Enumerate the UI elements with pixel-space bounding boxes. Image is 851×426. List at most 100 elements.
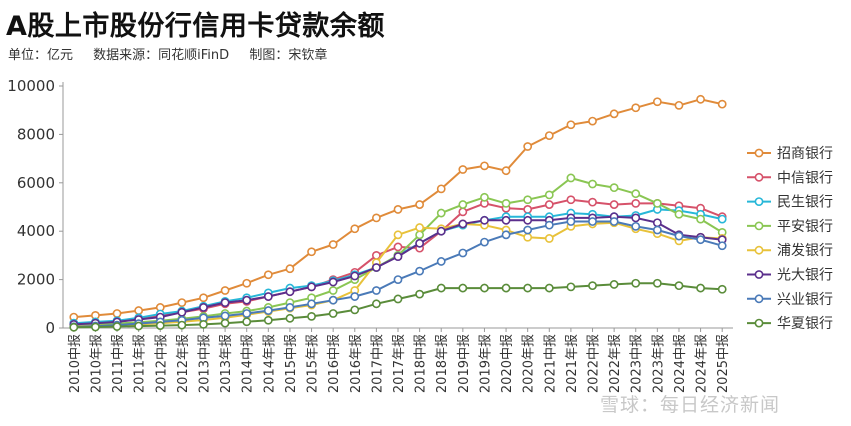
data-point: [307, 311, 316, 321]
data-point: [717, 241, 727, 251]
legend-item-7: 华夏银行: [747, 316, 833, 332]
data-point: [112, 309, 122, 318]
data-point: [436, 226, 446, 236]
legend-swatch-marker: [754, 294, 764, 304]
data-point: [350, 292, 360, 301]
x-tick-label-10: 2015中报: [284, 334, 299, 393]
x-tick-label-15: 2017年报: [392, 334, 407, 393]
data-point: [350, 305, 360, 315]
data-point: [566, 120, 576, 130]
data-point: [415, 266, 425, 276]
x-tick-label-8: 2014中报: [241, 334, 256, 393]
legend-label-6: 兴业银行: [777, 292, 833, 308]
data-point: [285, 264, 295, 274]
data-point: [436, 208, 446, 218]
data-point: [544, 200, 554, 209]
x-tick-label-29: 2024年报: [695, 334, 710, 393]
data-point: [263, 292, 273, 301]
series-7: [69, 278, 727, 332]
data-point: [242, 317, 252, 327]
data-point: [501, 215, 511, 225]
data-point: [609, 280, 619, 289]
data-point: [652, 218, 662, 228]
data-point: [588, 217, 597, 226]
data-point: [458, 200, 468, 209]
data-point: [393, 230, 403, 240]
data-point: [588, 197, 597, 207]
data-point: [674, 281, 684, 291]
data-point: [480, 283, 489, 293]
data-point: [631, 278, 641, 288]
legend-item-2: 民生银行: [747, 195, 833, 211]
data-point: [544, 131, 554, 141]
data-point: [155, 321, 165, 330]
data-point: [544, 220, 554, 230]
data-point: [220, 286, 230, 295]
y-tick-label-2: 4000: [17, 222, 55, 240]
data-point: [588, 116, 597, 126]
data-point: [415, 238, 425, 248]
data-point: [415, 230, 425, 240]
data-point: [458, 165, 468, 174]
chart-title: A股上市股份行信用卡贷款余额: [6, 11, 385, 42]
data-point: [220, 318, 230, 328]
data-point: [307, 299, 316, 309]
data-point: [371, 299, 381, 309]
data-point: [523, 195, 533, 205]
legend-swatch-marker: [754, 245, 764, 255]
x-tick-label-9: 2014年报: [262, 334, 277, 393]
chart-subtitle: 单位：亿元 数据来源：同花顺iFinD 制图：宋钦章: [8, 44, 343, 63]
data-point: [609, 200, 619, 209]
legend-item-3: 平安银行: [747, 219, 833, 235]
legend-swatch-marker: [754, 318, 764, 328]
data-point: [371, 263, 381, 272]
data-point: [220, 311, 230, 321]
data-point: [393, 205, 403, 214]
x-tick-label-30: 2025中报: [716, 334, 731, 393]
data-point: [415, 289, 425, 299]
data-point: [328, 240, 338, 249]
x-tick-label-21: 2020年报: [522, 334, 537, 393]
data-point: [458, 207, 468, 217]
data-point: [609, 183, 619, 193]
data-point: [588, 281, 597, 291]
data-point: [566, 282, 576, 292]
x-tick-label-14: 2017中报: [370, 334, 385, 393]
data-point: [696, 235, 705, 245]
author-label: 制图：宋钦章: [249, 48, 328, 63]
legend-item-5: 光大银行: [747, 268, 833, 284]
legend-label-2: 民生银行: [777, 195, 833, 211]
data-point: [371, 213, 381, 223]
x-tick-label-12: 2016中报: [327, 334, 342, 393]
data-point: [285, 287, 295, 297]
data-point: [609, 217, 619, 226]
source-label: 数据来源：同花顺iFinD: [93, 48, 230, 63]
data-point: [177, 320, 187, 330]
legend-label-4: 浦发银行: [777, 243, 833, 259]
data-point: [436, 283, 446, 293]
data-point: [652, 198, 662, 208]
x-tick-label-23: 2021年报: [565, 334, 580, 393]
data-point: [609, 109, 619, 119]
data-point: [393, 294, 403, 304]
data-point: [480, 192, 489, 202]
legend-label-1: 中信银行: [777, 170, 833, 186]
data-point: [393, 242, 403, 252]
data-point: [652, 278, 662, 288]
data-point: [652, 97, 662, 107]
x-tick-label-27: 2023年报: [651, 334, 666, 393]
x-tick-label-26: 2023中报: [630, 334, 645, 393]
series-5: [69, 212, 727, 329]
x-tick-label-28: 2024中报: [673, 334, 688, 393]
data-point: [631, 221, 641, 231]
data-point: [480, 161, 489, 171]
data-point: [177, 307, 187, 317]
legend-label-5: 光大银行: [777, 268, 833, 284]
data-point: [501, 283, 511, 293]
data-point: [328, 309, 338, 318]
data-point: [415, 223, 425, 232]
data-point: [199, 319, 208, 329]
x-tick-label-3: 2011年报: [133, 334, 148, 393]
x-tick-label-22: 2021中报: [543, 334, 558, 393]
